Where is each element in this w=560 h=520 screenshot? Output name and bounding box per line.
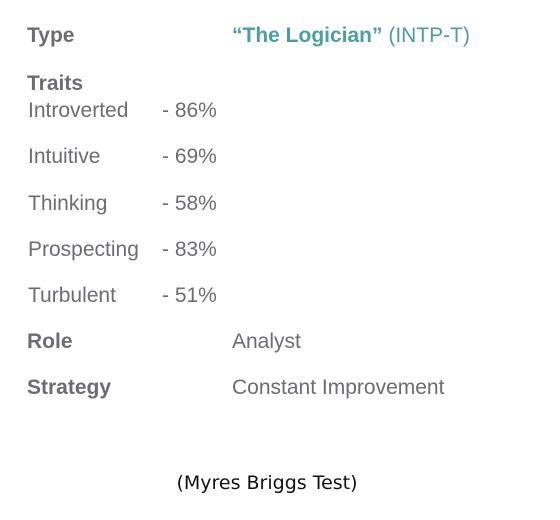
traits-label: Traits <box>27 72 84 95</box>
trait-row: Turbulent - 51% <box>0 282 560 314</box>
trait-row: Intuitive - 69% <box>0 143 560 175</box>
type-label: Type <box>27 24 75 47</box>
type-value: “The Logician” (INTP-T) <box>232 22 470 50</box>
traits-row: Traits <box>0 70 560 102</box>
trait-percent: - 69% <box>162 145 217 168</box>
trait-name: Thinking <box>28 192 108 215</box>
trait-percent: - 58% <box>162 192 217 215</box>
trait-name: Prospecting <box>28 238 139 261</box>
trait-percent: - 86% <box>162 99 217 122</box>
strategy-value: Constant Improvement <box>232 376 445 399</box>
trait-name: Introverted <box>28 99 129 122</box>
role-row: Role Analyst <box>0 328 560 360</box>
role-value: Analyst <box>232 330 301 353</box>
caption: (Myres Briggs Test) <box>176 472 358 494</box>
trait-row: Thinking - 58% <box>0 190 560 222</box>
trait-row: Prospecting - 83% <box>0 236 560 268</box>
trait-name: Turbulent <box>28 284 116 307</box>
trait-percent: - 51% <box>162 284 217 307</box>
trait-name: Intuitive <box>28 145 101 168</box>
type-name: “The Logician” <box>232 24 383 47</box>
trait-percent: - 83% <box>162 238 217 261</box>
type-code: (INTP-T) <box>388 24 471 47</box>
role-label: Role <box>27 330 73 353</box>
trait-row: Introverted - 86% <box>0 97 560 129</box>
strategy-label: Strategy <box>27 376 112 399</box>
type-row: Type “The Logician” (INTP-T) <box>0 22 560 54</box>
strategy-row: Strategy Constant Improvement <box>0 374 560 406</box>
